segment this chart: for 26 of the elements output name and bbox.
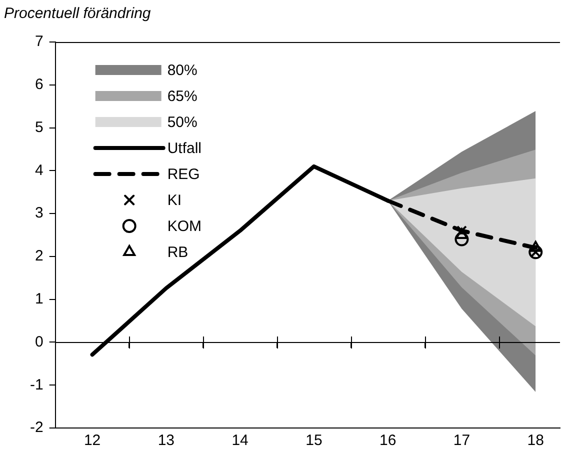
legend-label: REG xyxy=(167,166,200,184)
y-tick-label: 4 xyxy=(34,162,44,179)
y-tick-label: 0 xyxy=(34,333,44,350)
y-tick-label: 6 xyxy=(34,76,44,94)
y-tick-label: 7 xyxy=(34,33,44,50)
y-tick-label: -1 xyxy=(30,376,44,394)
legend-label: Utfall xyxy=(167,140,202,158)
legend-label: 50% xyxy=(167,114,198,132)
y-axis-title: Procentuell förändring xyxy=(4,5,152,22)
y-tick-label: 1 xyxy=(34,290,44,308)
legend-label: KOM xyxy=(167,218,202,236)
y-tick-label: 2 xyxy=(34,248,44,265)
y-tick-label: 5 xyxy=(34,118,44,136)
x-tick-label: 17 xyxy=(453,432,470,450)
x-tick-label: 16 xyxy=(379,432,396,450)
legend-label: 80% xyxy=(167,62,198,80)
y-tick-label: -2 xyxy=(30,419,44,436)
legend-label: 65% xyxy=(167,88,198,106)
y-tick-label: 3 xyxy=(34,204,44,222)
x-tick-label: 15 xyxy=(306,432,322,450)
x-tick-label: 12 xyxy=(84,432,101,450)
legend-label: RB xyxy=(167,244,188,262)
legend-label: KI xyxy=(167,192,182,210)
x-tick-label: 18 xyxy=(527,432,544,450)
x-tick-label: 14 xyxy=(232,432,248,450)
x-tick-label: 13 xyxy=(158,432,175,450)
